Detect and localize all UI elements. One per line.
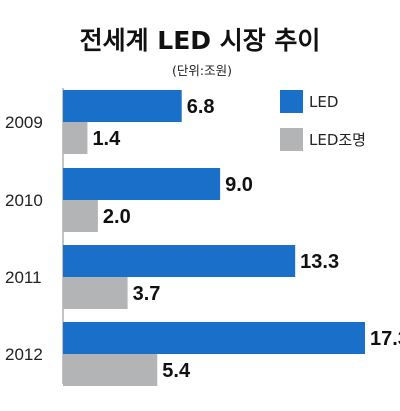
unit-label: (단위:조원) [172, 63, 232, 78]
legend: LED LED조명 [280, 90, 366, 151]
legend-swatch-led [280, 90, 303, 113]
data-label-led-2012: 17.3 [370, 328, 400, 350]
bar-led-lighting-2010 [63, 200, 98, 232]
tick-label-2012: 2012 [5, 345, 43, 364]
bar-led-lighting-2012 [63, 354, 158, 386]
data-label-led-2009: 6.8 [187, 96, 215, 118]
data-label-led-2011: 13.3 [300, 251, 339, 273]
bar-led-2009 [63, 90, 182, 122]
data-label-led-lighting-2011: 3.7 [133, 283, 161, 305]
data-label-led-lighting-2012: 5.4 [162, 360, 191, 382]
tick-label-2009: 2009 [5, 113, 43, 132]
bar-led-lighting-2011 [63, 277, 128, 309]
bar-led-2011 [63, 245, 296, 277]
legend-label-led-lighting: LED조명 [309, 131, 366, 149]
data-label-led-lighting-2010: 2.0 [103, 206, 131, 228]
tick-label-2011: 2011 [5, 268, 42, 287]
legend-label-led: LED [309, 93, 338, 111]
bar-led-2012 [63, 322, 365, 354]
data-label-led-lighting-2009: 1.4 [92, 128, 121, 150]
bar-led-lighting-2009 [63, 122, 88, 154]
tick-label-2010: 2010 [5, 191, 43, 210]
data-label-led-2010: 9.0 [225, 174, 253, 196]
legend-swatch-led-lighting [280, 128, 303, 151]
chart-title: 전세계 LED 시장 추이 [80, 26, 321, 55]
bar-led-2010 [63, 168, 221, 200]
bar-marks: 2009 6.8 1.4 2010 9.0 2.0 2011 13.3 3.7 2012 17.3 5… [5, 90, 400, 386]
